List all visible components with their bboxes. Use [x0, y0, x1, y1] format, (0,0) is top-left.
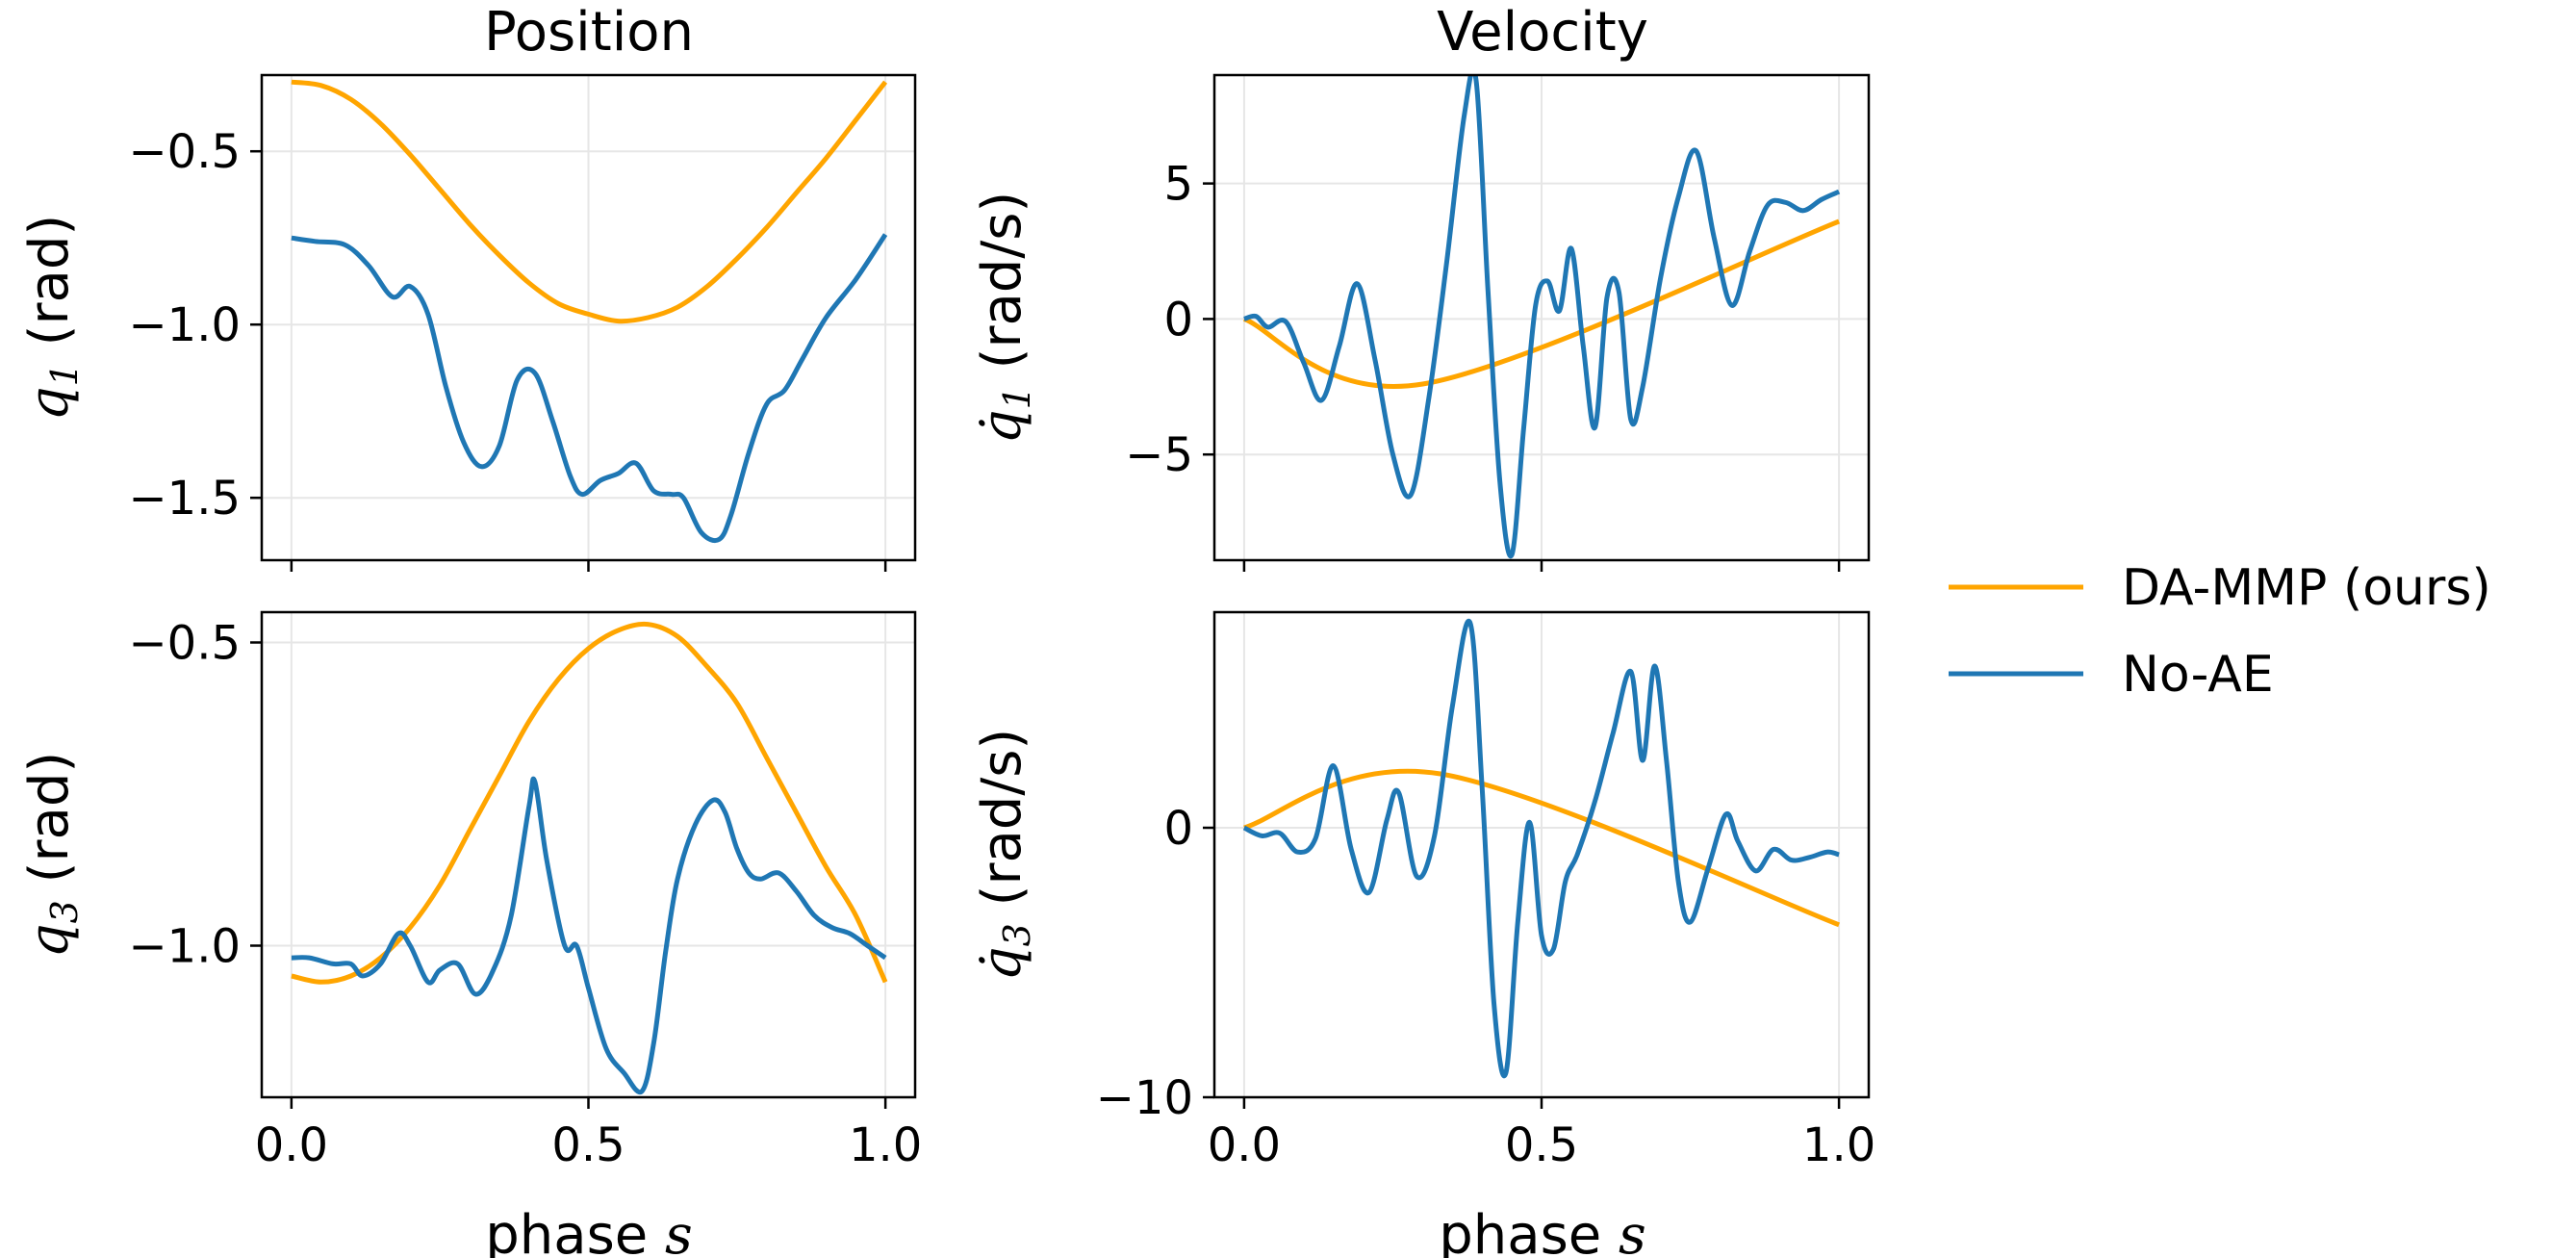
x-axis-label-right-text: phase — [1439, 1204, 1619, 1258]
y-tick-label: −1.0 — [128, 920, 241, 974]
x-tick-label: 1.0 — [849, 1118, 922, 1172]
subplot-q3-position: 0.0 0.5 1.0 −0.5 −1.0 q3 (rad) — [18, 610, 922, 1172]
y-tick-label: −5 — [1125, 428, 1193, 482]
title-position: Position — [484, 1, 694, 64]
title-velocity: Velocity — [1437, 1, 1648, 64]
y-axis-symbol: q — [18, 923, 81, 958]
y-axis-unit: (rad/s) — [971, 192, 1033, 386]
y-axis-label: q3 (rad) — [18, 752, 86, 958]
series-line-no-ae — [1243, 75, 1841, 559]
y-tick-label: −1.5 — [128, 472, 241, 526]
x-axis-label-right: phase s — [1439, 1204, 1646, 1258]
subplot-q1-position: −0.5 −1.0 −1.5 q1 (rad) — [18, 73, 917, 572]
y-axis-label: q̇1 (rad/s) — [971, 192, 1038, 444]
x-tick-label: 0.5 — [1505, 1118, 1578, 1172]
y-tick-label: −10 — [1096, 1071, 1193, 1125]
y-axis-subscript: 1 — [43, 363, 86, 386]
legend-label-da-mmp: DA-MMP (ours) — [2122, 559, 2491, 617]
x-axis-label-right-var: s — [1619, 1204, 1646, 1258]
legend-label-no-ae: No-AE — [2122, 646, 2274, 704]
y-axis-unit: (rad/s) — [971, 729, 1033, 923]
subplot-q3-velocity: 0.0 0.5 1.0 0 −10 q̇3 (rad/s) — [971, 610, 1875, 1172]
legend: DA-MMP (ours) No-AE — [1949, 559, 2491, 704]
y-axis-symbol: q — [18, 386, 81, 421]
y-tick-label: 0 — [1163, 293, 1193, 347]
series-line-no-ae — [291, 233, 888, 544]
y-tick-label: 5 — [1163, 158, 1193, 212]
x-axis-label-left-var: s — [665, 1204, 693, 1258]
x-axis-label-left: phase s — [485, 1204, 693, 1258]
y-axis-unit: (rad) — [18, 215, 81, 363]
x-tick-label: 1.0 — [1802, 1118, 1875, 1172]
y-axis-subscript: 3 — [43, 900, 86, 923]
x-axis-label-left-text: phase — [485, 1204, 665, 1258]
x-tick-label: 0.0 — [1208, 1118, 1281, 1172]
y-tick-label: −0.5 — [128, 125, 241, 179]
y-tick-label: 0 — [1163, 802, 1193, 856]
y-tick-label: −1.0 — [128, 298, 241, 352]
x-tick-label: 0.0 — [255, 1118, 328, 1172]
y-axis-label: q1 (rad) — [18, 215, 86, 421]
series-line-da-mmp — [291, 79, 888, 324]
y-axis-symbol: q̇ — [971, 409, 1033, 444]
y-axis-label: q̇3 (rad/s) — [971, 729, 1038, 981]
series-line-da-mmp — [1243, 768, 1840, 928]
series-line-no-ae — [291, 776, 887, 1095]
series-line-no-ae — [1242, 618, 1840, 1079]
y-axis-subscript: 3 — [996, 923, 1038, 946]
y-tick-label: −0.5 — [128, 617, 241, 671]
y-axis-symbol: q̇ — [971, 946, 1033, 981]
subplot-q1-velocity: 5 0 −5 q̇1 (rad/s) — [971, 73, 1871, 572]
series-line-da-mmp — [291, 621, 888, 985]
y-axis-subscript: 1 — [996, 386, 1038, 409]
x-tick-label: 0.5 — [551, 1118, 625, 1172]
y-axis-unit: (rad) — [18, 752, 81, 900]
